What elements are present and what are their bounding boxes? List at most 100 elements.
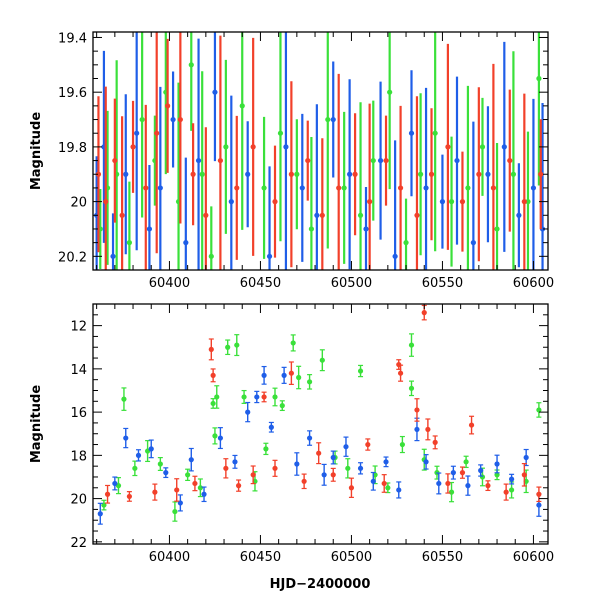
data-point [195, 157, 202, 164]
x-tick-label: 60550 [422, 276, 463, 291]
data-point [336, 185, 342, 191]
data-point [494, 461, 500, 467]
x-tick-label: 60600 [513, 550, 554, 565]
data-point [428, 171, 435, 177]
data-point [439, 199, 446, 205]
data-point [370, 478, 376, 484]
data-point [465, 185, 471, 191]
data-point [306, 435, 313, 441]
data-point [212, 89, 218, 95]
panel-top: 60400 60450 60500 60550 60600 19.4 19.6 19.8 20… [29, 31, 554, 291]
x-tick-label: 60600 [513, 276, 554, 291]
data-point [530, 185, 537, 191]
y-tick-label: 19.6 [58, 86, 87, 101]
series-2 [97, 365, 542, 525]
data-point [479, 144, 486, 150]
data-point [299, 185, 305, 191]
data-point [288, 370, 294, 376]
data-point [509, 476, 515, 482]
series-2 [94, 32, 546, 270]
data-point [223, 144, 229, 150]
data-point [319, 357, 325, 363]
data-point [507, 157, 513, 164]
data-point [367, 199, 373, 205]
bottom-axis-ticks [93, 303, 548, 544]
data-point [245, 409, 251, 415]
data-point [408, 130, 415, 136]
data-point [454, 157, 460, 164]
data-point [503, 489, 509, 495]
data-point [414, 407, 420, 413]
x-tick-label: 60450 [240, 550, 281, 565]
top-data-points [94, 32, 546, 270]
data-point [152, 489, 158, 495]
data-point [408, 385, 415, 391]
top-plot-frame [92, 31, 549, 271]
data-point [414, 426, 420, 433]
data-point [385, 485, 391, 491]
data-point [234, 342, 240, 348]
y-tick-label: 22 [70, 536, 87, 551]
data-point [272, 465, 278, 471]
data-point [261, 185, 267, 191]
series-3 [104, 304, 542, 504]
data-point [228, 199, 234, 205]
x-tick-label: 60400 [149, 276, 190, 291]
data-point [330, 454, 336, 461]
data-point [330, 116, 336, 123]
data-point [403, 240, 409, 246]
data-point [494, 226, 500, 232]
x-tick-label: 60500 [331, 276, 372, 291]
data-point [203, 212, 209, 218]
data-point [214, 394, 220, 400]
data-point [97, 511, 103, 517]
data-point [308, 226, 314, 232]
data-point [536, 407, 542, 413]
data-point [225, 344, 231, 350]
data-point [294, 461, 300, 467]
data-point [210, 372, 216, 378]
data-point [363, 226, 369, 232]
data-point [509, 487, 515, 493]
data-point [146, 226, 153, 232]
data-point [250, 144, 256, 150]
data-point [236, 483, 242, 489]
data-point [365, 441, 371, 448]
data-point [104, 491, 111, 497]
data-point [525, 199, 531, 205]
data-point [536, 491, 542, 497]
data-point [126, 240, 132, 246]
data-point [250, 472, 256, 478]
data-point [485, 483, 491, 489]
data-point [347, 171, 353, 177]
data-point [165, 103, 171, 109]
series-3 [95, 32, 544, 270]
data-point [348, 485, 355, 491]
data-point [421, 310, 427, 316]
data-point [459, 470, 466, 476]
data-point [536, 502, 542, 508]
data-point [121, 396, 127, 402]
data-point [268, 424, 274, 430]
data-point [217, 435, 223, 441]
panel-bottom: 60400 60450 60500 60550 60600 12 14 16 18 20 22 M… [29, 303, 554, 592]
data-point [423, 459, 429, 465]
data-point [241, 394, 247, 400]
data-point [123, 435, 129, 441]
data-point [234, 185, 240, 191]
data-point [172, 508, 178, 515]
data-point [445, 480, 451, 487]
data-point [305, 157, 311, 164]
data-point [126, 493, 132, 500]
y-tick-label: 20 [70, 493, 87, 508]
data-point [112, 157, 118, 164]
data-point [381, 480, 387, 487]
data-point [130, 144, 136, 150]
y-tick-label: 20.2 [58, 250, 87, 265]
data-point [254, 394, 260, 400]
data-point [432, 439, 438, 445]
data-point [476, 171, 482, 177]
data-point [330, 472, 336, 478]
data-point [232, 459, 238, 465]
data-point [157, 461, 163, 467]
